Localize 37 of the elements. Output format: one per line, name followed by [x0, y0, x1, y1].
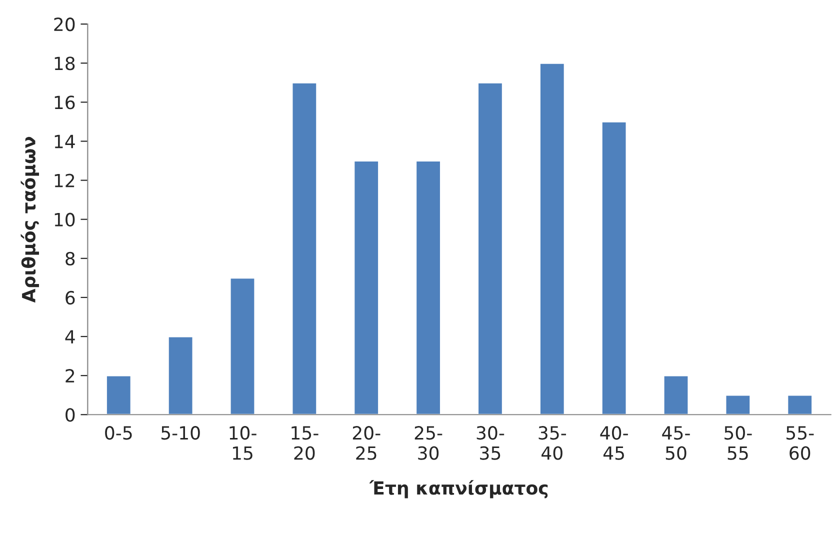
- y-tick-label: 14: [54, 134, 75, 148]
- bar: [477, 82, 504, 415]
- x-tick-label: 45-50: [662, 426, 690, 460]
- y-tick-label: 6: [66, 290, 75, 305]
- x-tick-label: 5-10: [161, 426, 200, 440]
- y-tick-label: 12: [54, 174, 74, 188]
- x-tick-label: 0-5: [105, 426, 132, 440]
- bar: [539, 62, 566, 415]
- y-tick-label: 2: [66, 369, 74, 382]
- y-tick-label: 4: [65, 330, 75, 344]
- x-tick-label: 40-45: [600, 426, 628, 460]
- y-tick-label: 10: [54, 212, 75, 226]
- x-axis-title: Έτη καπνίσματος: [369, 480, 548, 498]
- bar: [167, 336, 194, 415]
- bar: [724, 394, 752, 415]
- x-tick-label: 25-30: [414, 426, 442, 460]
- bar: [229, 277, 256, 415]
- y-tick-label: 20: [54, 18, 75, 32]
- bar: [415, 160, 442, 415]
- bar: [106, 374, 132, 415]
- x-tick-label: 35-40: [538, 426, 566, 460]
- y-tick-label: 18: [54, 56, 75, 70]
- x-tick-label: 20-25: [352, 426, 380, 460]
- bar: [786, 394, 813, 415]
- x-tick-label: 30-35: [476, 426, 504, 460]
- x-tick-label: 50-55: [724, 426, 752, 460]
- x-tick-label: 10-15: [230, 426, 256, 460]
- y-axis-title: Αριθμός ταόμων: [20, 136, 40, 303]
- bar: [291, 82, 318, 415]
- bar: [353, 160, 380, 415]
- bar: [600, 121, 628, 415]
- y-tick-label: 8: [66, 252, 75, 266]
- x-tick-label: 15-20: [292, 426, 318, 460]
- x-tick-label: 55-60: [786, 426, 814, 460]
- bar: [662, 374, 690, 415]
- y-tick-label: 0: [66, 408, 75, 422]
- y-tick-label: 16: [54, 96, 75, 110]
